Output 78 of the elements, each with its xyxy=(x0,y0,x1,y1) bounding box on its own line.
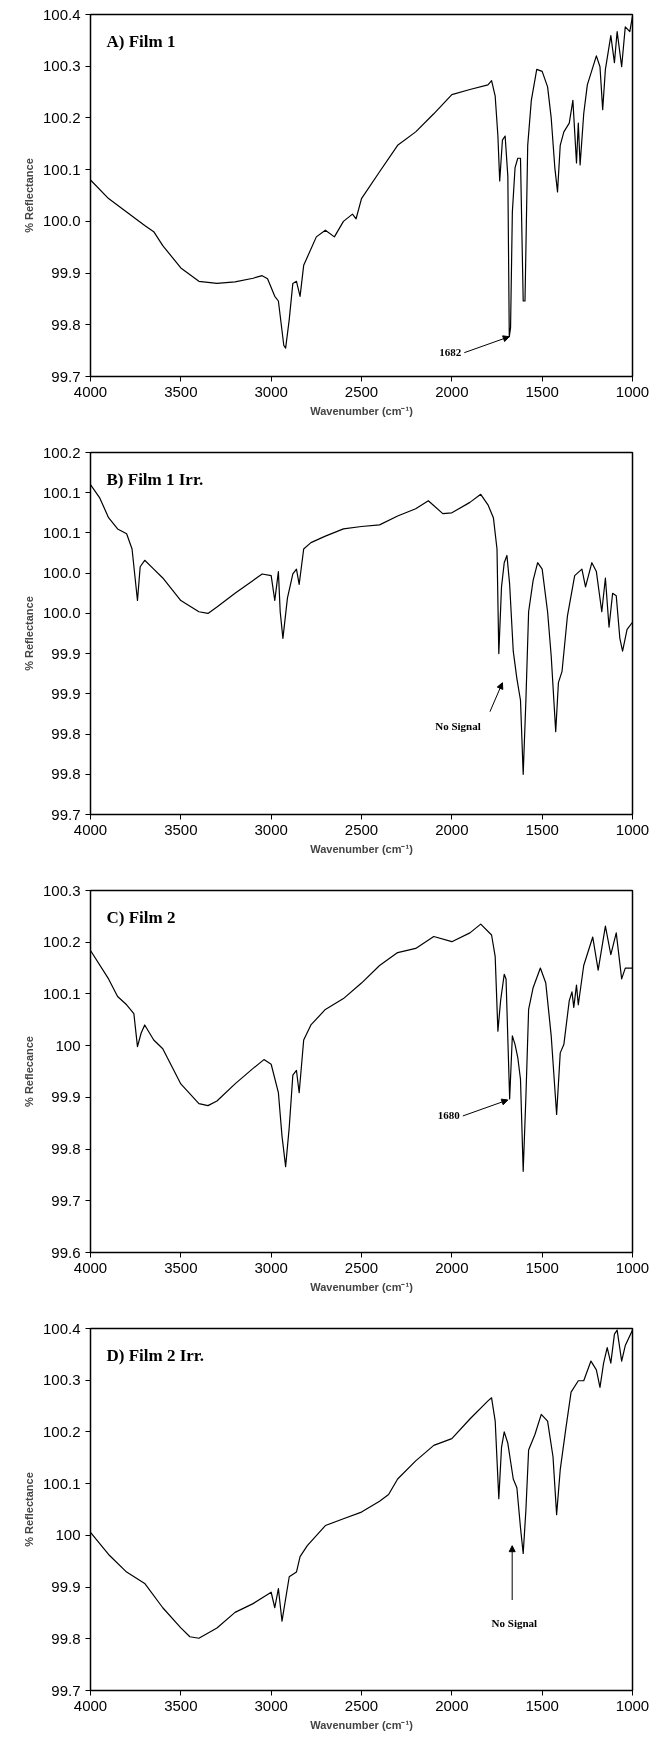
x-tick-label: 1500 xyxy=(525,820,559,838)
x-tick-label: 2500 xyxy=(344,382,379,400)
x-tick-label: 4000 xyxy=(73,820,108,838)
y-tick-label: 100.3 xyxy=(42,881,81,899)
x-axis-title: Wavenumber (cm⁻¹) xyxy=(310,842,414,855)
y-tick-label: 99.7 xyxy=(51,1681,81,1699)
annotation: No Signal xyxy=(435,720,481,733)
y-tick-label: 100.4 xyxy=(42,1319,81,1337)
x-tick-label: 1000 xyxy=(615,382,650,400)
y-tick-label: 100.3 xyxy=(42,57,81,75)
y-tick-label: 100.0 xyxy=(42,212,81,230)
y-axis-title: % Reflectance xyxy=(22,1472,35,1547)
y-tick-label: 100.1 xyxy=(42,1474,81,1492)
y-axis-title: % Reflecance xyxy=(22,1036,35,1107)
x-tick-label: 2000 xyxy=(435,382,469,400)
x-tick-label: 3000 xyxy=(254,1696,288,1714)
x-tick-label: 4000 xyxy=(73,382,108,400)
y-tick-label: 100.1 xyxy=(42,984,81,1002)
annotation: 1680 xyxy=(437,1109,461,1122)
y-tick-label: 100.2 xyxy=(42,933,81,951)
annotation: 1682 xyxy=(439,346,462,359)
text: D) Film 2 Irr. xyxy=(106,1345,205,1365)
y-tick-label: 99.9 xyxy=(51,644,81,662)
y-tick-label: 100.4 xyxy=(42,5,81,23)
x-tick-label: 3000 xyxy=(254,820,288,838)
x-tick-label: 3500 xyxy=(164,1696,198,1714)
x-tick-label: 4000 xyxy=(73,1696,108,1714)
x-tick-label: 1500 xyxy=(525,1696,559,1714)
y-tick-label: 100 xyxy=(55,1036,81,1054)
x-tick-label: 3000 xyxy=(254,382,288,400)
x-tick-label: 2000 xyxy=(435,1696,469,1714)
x-tick-label: 1000 xyxy=(615,1258,650,1276)
y-tick-label: 100.0 xyxy=(42,564,81,582)
y-tick-label: 99.7 xyxy=(51,1191,81,1209)
y-tick-label: 99.9 xyxy=(51,684,81,702)
y-tick-label: 99.9 xyxy=(51,264,81,282)
x-tick-label: 1000 xyxy=(615,1696,650,1714)
x-tick-label: 2000 xyxy=(435,1258,469,1276)
x-tick-label: 2500 xyxy=(344,1258,379,1276)
y-tick-label: 99.8 xyxy=(51,725,81,743)
x-axis-title: Wavenumber (cm⁻¹) xyxy=(310,404,414,417)
y-tick-label: 100 xyxy=(55,1526,81,1544)
x-tick-label: 1500 xyxy=(525,382,559,400)
text: A) Film 1 xyxy=(106,31,176,51)
y-tick-label: 100.2 xyxy=(42,443,81,461)
y-tick-label: 100.0 xyxy=(42,604,81,622)
y-tick-label: 99.7 xyxy=(51,805,81,823)
y-axis-title: % Reflectance xyxy=(22,158,35,233)
y-tick-label: 100.2 xyxy=(42,108,81,126)
y-tick-label: 99.9 xyxy=(51,1578,81,1596)
x-tick-label: 1500 xyxy=(525,1258,559,1276)
y-tick-label: 99.8 xyxy=(51,315,81,333)
y-tick-label: 100.1 xyxy=(42,523,81,541)
y-tick-label: 99.7 xyxy=(51,367,81,385)
y-tick-label: 99.9 xyxy=(51,1088,81,1106)
x-tick-label: 2500 xyxy=(344,820,379,838)
y-tick-label: 100.3 xyxy=(42,1371,81,1389)
x-tick-label: 3500 xyxy=(164,1258,198,1276)
x-tick-label: 2000 xyxy=(435,820,469,838)
y-tick-label: 99.8 xyxy=(51,1629,81,1647)
x-axis-title: Wavenumber (cm⁻¹) xyxy=(310,1280,414,1293)
x-tick-label: 3500 xyxy=(164,382,198,400)
y-axis-title: % Reflectance xyxy=(22,596,35,671)
y-tick-label: 100.1 xyxy=(42,160,81,178)
x-tick-label: 4000 xyxy=(73,1258,108,1276)
y-tick-label: 100.1 xyxy=(42,483,81,501)
y-tick-label: 99.6 xyxy=(51,1243,81,1261)
annotation: No Signal xyxy=(491,1617,538,1630)
text: C) Film 2 xyxy=(106,907,176,927)
y-tick-label: 99.8 xyxy=(51,765,81,783)
x-tick-label: 1000 xyxy=(615,820,650,838)
x-tick-label: 3000 xyxy=(254,1258,288,1276)
y-tick-label: 99.8 xyxy=(51,1140,81,1158)
x-axis-title: Wavenumber (cm⁻¹) xyxy=(310,1718,414,1731)
x-tick-label: 3500 xyxy=(164,820,198,838)
y-tick-label: 100.2 xyxy=(42,1422,81,1440)
x-tick-label: 2500 xyxy=(344,1696,379,1714)
text: B) Film 1 Irr. xyxy=(106,469,204,489)
